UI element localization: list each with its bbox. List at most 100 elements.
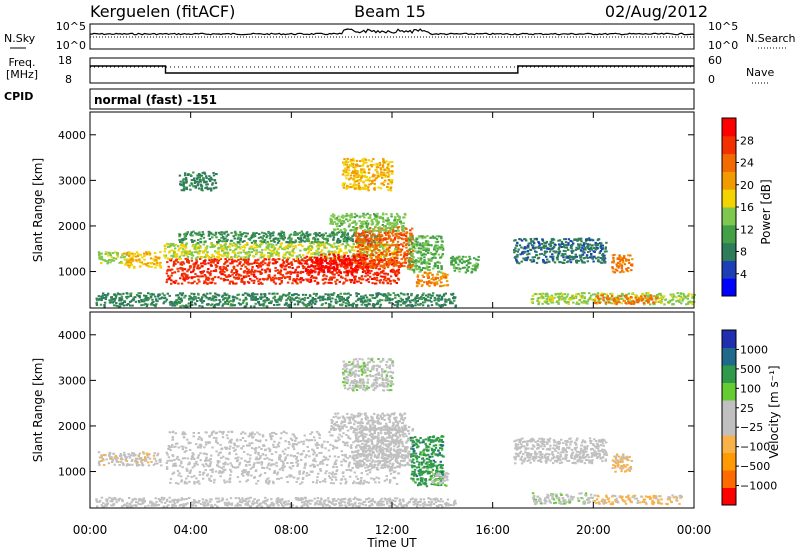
scatter-cell	[514, 249, 517, 252]
scatter-cell	[258, 251, 261, 254]
scatter-cell	[194, 297, 197, 300]
scatter-cell	[345, 238, 349, 241]
scatter-cell	[430, 278, 433, 280]
scatter-cell	[248, 295, 252, 297]
scatter-cell	[271, 234, 275, 237]
scatter-cell	[205, 186, 208, 189]
scatter-cell	[474, 269, 477, 272]
scatter-cell	[198, 176, 201, 179]
scatter-cell	[575, 261, 579, 264]
scatter-cell	[280, 295, 283, 298]
scatter-cell	[385, 264, 389, 267]
scatter-cell	[147, 292, 150, 295]
scatter-cell	[428, 266, 431, 268]
scatter-cell	[179, 180, 182, 183]
scatter-cell	[346, 232, 349, 235]
scatter-cell	[225, 246, 228, 249]
scatter-cell	[683, 295, 686, 298]
scatter-cell	[272, 276, 275, 279]
scatter-cell	[375, 292, 378, 295]
scatter-cell	[536, 293, 539, 296]
scatter-cell	[303, 235, 307, 238]
scatter-cell	[143, 258, 146, 261]
scatter-cell	[268, 270, 271, 273]
scatter-cell	[120, 260, 123, 263]
scatter-cell	[422, 296, 426, 299]
scatter-cell	[385, 252, 388, 255]
scatter-cell	[304, 248, 307, 251]
scatter-cell	[307, 278, 310, 281]
scatter-cell	[399, 292, 403, 295]
scatter-cell	[417, 235, 421, 238]
scatter-cell	[199, 179, 202, 182]
scatter-cell	[551, 299, 554, 301]
scatter-cell	[678, 301, 681, 304]
scatter-cell	[435, 294, 439, 297]
scatter-cell	[543, 241, 546, 244]
scatter-cell	[529, 259, 532, 261]
scatter-cell	[193, 302, 197, 305]
scatter-cell	[109, 301, 112, 304]
scatter-cell	[301, 297, 304, 300]
scatter-cell	[278, 282, 282, 285]
scatter-cell	[404, 237, 407, 240]
scatter-cell	[569, 261, 573, 264]
scatter-cell	[392, 234, 395, 237]
scatter-cell	[614, 268, 617, 271]
scatter-cell	[435, 281, 439, 284]
scatter-cell	[272, 231, 275, 234]
scatter-cell	[474, 265, 477, 268]
scatter-cell	[550, 248, 553, 251]
scatter-cell	[693, 293, 696, 296]
scatter-cell	[387, 165, 390, 168]
scatter-cell	[371, 252, 374, 255]
scatter-cell	[684, 295, 688, 298]
scatter-cell	[570, 295, 574, 298]
scatter-cell	[383, 265, 386, 268]
scatter-cell	[281, 274, 284, 277]
scatter-cell	[428, 262, 431, 265]
scatter-cell	[214, 231, 218, 234]
scatter-cell	[172, 303, 175, 306]
scatter-cell	[207, 268, 210, 270]
scatter-cell	[206, 254, 210, 257]
scatter-cell	[170, 279, 173, 282]
scatter-cell	[679, 295, 682, 298]
scatter-cell	[560, 295, 564, 298]
scatter-cell	[335, 271, 339, 274]
scatter-cell	[690, 302, 693, 305]
scatter-cell	[406, 293, 409, 295]
scatter-cell	[648, 298, 652, 301]
scatter-cell	[240, 280, 243, 283]
scatter-cell	[427, 241, 430, 243]
scatter-cell	[403, 302, 407, 305]
scatter-cell	[389, 189, 393, 192]
scatter-cell	[563, 244, 566, 247]
scatter-cell	[367, 189, 370, 192]
scatter-cell	[213, 299, 217, 302]
scatter-cell	[148, 251, 151, 254]
scatter-cell	[593, 300, 597, 303]
scatter-cell	[360, 234, 363, 237]
scatter-cell	[284, 265, 287, 268]
scatter-cell	[395, 282, 398, 284]
beam-title: Beam 15	[354, 2, 426, 21]
scatter-cell	[412, 269, 415, 272]
scatter-cell	[288, 244, 291, 246]
scatter-cell	[208, 272, 211, 275]
scatter-cell	[125, 297, 129, 300]
scatter-cell	[244, 292, 247, 295]
scatter-cell	[288, 276, 291, 279]
scatter-cell	[400, 265, 403, 268]
scatter-cell	[319, 241, 322, 244]
scatter-cell	[147, 265, 150, 267]
scatter-cell	[355, 237, 358, 240]
scatter-cell	[129, 257, 132, 260]
scatter-cell	[309, 268, 313, 271]
scatter-cell	[214, 292, 217, 295]
scatter-cell	[263, 240, 266, 243]
scatter-cell	[366, 269, 369, 272]
scatter-cell	[613, 302, 616, 305]
scatter-cell	[343, 254, 346, 257]
scatter-cell	[356, 265, 359, 268]
